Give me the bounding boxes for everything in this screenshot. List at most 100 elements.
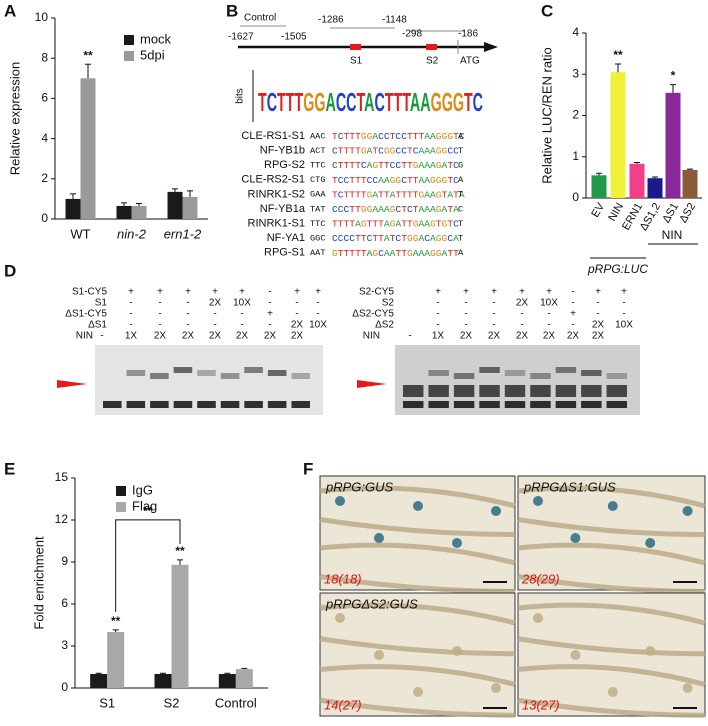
sequence-name: RPG-S1 <box>264 247 305 259</box>
y-tick-label: 2 <box>572 108 579 122</box>
gel-band <box>504 385 526 397</box>
y-tick-label: 15 <box>55 470 69 484</box>
sequence-core: TTTTAGTTTAGATTGAAGTGTC <box>332 218 459 229</box>
nodule <box>335 613 345 623</box>
bar <box>591 175 607 198</box>
sequence-flank: TAT <box>310 204 325 214</box>
lane-value: - <box>158 298 161 309</box>
gel-band <box>244 401 263 408</box>
row-label: S1 <box>95 298 108 309</box>
lane-value: - <box>436 298 439 309</box>
row-label: S1-CY5 <box>72 287 107 298</box>
lane-value: + <box>185 287 191 298</box>
bar <box>182 196 198 219</box>
error-bar <box>160 672 166 674</box>
nodule <box>607 687 618 697</box>
root <box>319 602 516 626</box>
bar <box>80 78 96 219</box>
row-label: ΔS1-CY5 <box>65 309 107 320</box>
site-label: S2 <box>426 56 439 67</box>
gel-band <box>453 373 475 379</box>
nodule <box>374 650 384 660</box>
bar <box>167 191 183 219</box>
root <box>517 602 706 626</box>
significance-label: ** <box>613 48 623 62</box>
lane-value: + <box>519 287 525 298</box>
sequence-name: RINRK1-S2 <box>248 188 305 200</box>
construct-label: pRPGΔS2:GUS <box>325 596 418 611</box>
lane-value: - <box>295 298 298 309</box>
nodule-count: 13(27) <box>522 697 560 712</box>
gel-band <box>555 401 577 408</box>
root <box>319 697 516 718</box>
lane-value: - <box>596 298 599 309</box>
nodule <box>533 496 543 506</box>
panel-label: D <box>4 261 16 280</box>
legend-label: IgG <box>132 482 153 497</box>
lane-value: - <box>547 309 550 320</box>
sequence-flank: ACT <box>310 146 325 156</box>
position-label: -1148 <box>382 15 407 26</box>
y-axis-title: Relative expression <box>7 62 22 175</box>
row-label: ΔS2 <box>375 320 394 331</box>
band-arrow <box>57 380 87 388</box>
y-tick-label: 12 <box>55 512 69 526</box>
nodule <box>413 687 423 697</box>
y-tick-label: 6 <box>61 596 68 610</box>
lane-value: 10X <box>309 320 327 331</box>
sequence-flank: GAA <box>310 190 326 200</box>
nodule-count: 28(29) <box>521 571 560 586</box>
gel-band <box>428 385 449 397</box>
bar <box>610 72 626 198</box>
root <box>517 485 706 509</box>
bar <box>90 674 108 688</box>
lane-value: - <box>100 331 103 342</box>
gel-band <box>479 367 500 373</box>
lane-value: - <box>464 309 467 320</box>
nodule <box>607 501 618 511</box>
lane-value: 1X <box>125 331 138 342</box>
lane-value: 2X <box>567 331 580 342</box>
nodule <box>491 683 501 693</box>
lane-value: + <box>239 287 245 298</box>
row-label: NIN <box>363 331 380 342</box>
sequence-name: RINRK1-S1 <box>248 218 305 230</box>
y-tick-label: 0 <box>572 190 579 204</box>
construct-label: pRPG:GUS <box>325 479 394 494</box>
error-bar <box>652 176 658 179</box>
nodule <box>682 683 693 693</box>
legend-label: mock <box>140 31 172 46</box>
significance-bracket <box>115 519 181 612</box>
lane-value: 2X <box>154 331 167 342</box>
x-tick-label: Control <box>215 695 257 710</box>
panel-label: A <box>4 1 16 20</box>
lane-value: - <box>622 298 625 309</box>
lane-value: + <box>294 287 300 298</box>
y-tick-label: 1 <box>572 149 579 163</box>
lane-value: - <box>186 309 189 320</box>
bar <box>647 178 663 198</box>
gel-band <box>403 401 424 408</box>
sequence-flank: T <box>458 233 463 243</box>
lane-value: 1X <box>432 331 445 342</box>
lane-value: + <box>621 287 627 298</box>
position-label: -1286 <box>318 15 344 26</box>
gel-band <box>530 385 551 397</box>
gel-band <box>479 401 500 408</box>
sequence-flank: C <box>458 204 463 214</box>
bar <box>65 198 81 219</box>
panel-label: C <box>541 1 553 20</box>
gel-band <box>581 401 602 408</box>
y-tick-label: 3 <box>572 66 579 80</box>
gel-band <box>197 370 216 376</box>
error-bar <box>596 172 602 176</box>
lane-value: + <box>128 287 134 298</box>
lane-value: - <box>158 320 161 331</box>
error-bar <box>177 559 183 565</box>
gel-band <box>150 373 169 379</box>
error-bar <box>241 667 248 670</box>
gel-band <box>267 401 287 408</box>
sequence-logo: TCTTTGGACCTACTTTAAGGGTC <box>258 87 483 117</box>
lane-value: 10X <box>615 320 633 331</box>
significance-label: * <box>671 69 676 83</box>
